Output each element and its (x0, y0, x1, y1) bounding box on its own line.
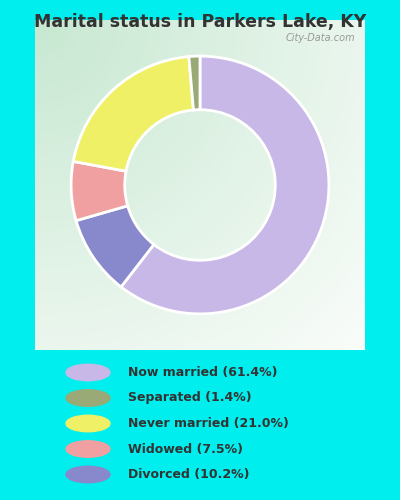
Wedge shape (121, 56, 329, 314)
Wedge shape (189, 56, 200, 110)
Text: Divorced (10.2%): Divorced (10.2%) (128, 468, 250, 481)
Circle shape (66, 466, 110, 483)
Text: Separated (1.4%): Separated (1.4%) (128, 392, 252, 404)
Circle shape (66, 441, 110, 457)
Circle shape (66, 390, 110, 406)
Wedge shape (71, 162, 128, 220)
Circle shape (66, 415, 110, 432)
Wedge shape (73, 56, 194, 171)
Text: Now married (61.4%): Now married (61.4%) (128, 366, 278, 379)
Text: Widowed (7.5%): Widowed (7.5%) (128, 442, 243, 456)
Circle shape (66, 364, 110, 381)
Text: City-Data.com: City-Data.com (286, 33, 355, 43)
Text: Never married (21.0%): Never married (21.0%) (128, 417, 289, 430)
Wedge shape (76, 206, 154, 287)
Text: Marital status in Parkers Lake, KY: Marital status in Parkers Lake, KY (34, 13, 366, 31)
